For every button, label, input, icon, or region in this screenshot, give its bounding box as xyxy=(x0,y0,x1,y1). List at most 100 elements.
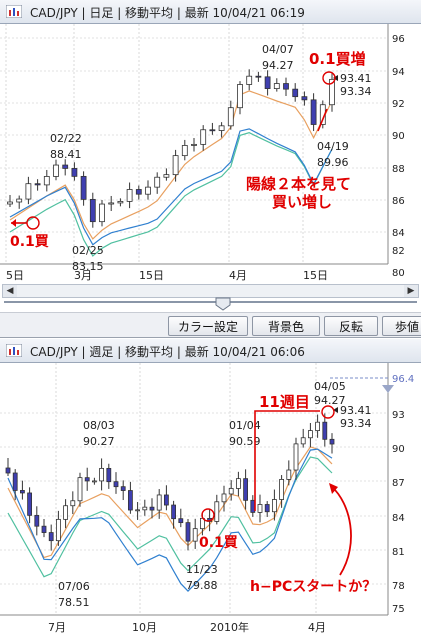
y-tick: 90 xyxy=(392,131,405,142)
candle-body xyxy=(12,472,18,491)
invert-button[interactable]: 反転 xyxy=(324,316,378,336)
last-price-b: 93.34 xyxy=(340,85,372,98)
y-tick: 96.4 xyxy=(392,374,414,385)
step-button[interactable]: 歩値 xyxy=(382,316,421,336)
high-value-label: 94.27 xyxy=(262,59,294,72)
buy-arrowhead xyxy=(11,219,16,227)
aug03-value-label: 90.27 xyxy=(83,435,115,448)
candle-body xyxy=(77,477,83,502)
candle-body xyxy=(108,202,115,205)
h-pc-start-note: h−PCスタートか？ xyxy=(250,579,376,595)
candle-body xyxy=(154,176,161,188)
eleven-weeks-note: 11週目 xyxy=(259,393,310,411)
candle-body xyxy=(135,189,142,195)
weekly-chart-title: CAD/JPY | 週足 | 移動平均 | 最新 10/04/21 06:06 xyxy=(30,345,305,359)
feb25-date-label: 02/25 xyxy=(72,244,104,257)
y-tick: 93 xyxy=(392,410,405,421)
candle-body xyxy=(113,481,119,488)
x-tick: 5日 xyxy=(6,269,24,282)
y-tick: 90 xyxy=(392,444,405,455)
jan04-date-label: 01/04 xyxy=(229,419,261,432)
scroll-right-icon[interactable]: ▶ xyxy=(404,285,418,297)
candle-body xyxy=(19,490,25,494)
candle-body xyxy=(235,478,241,489)
feb22-date-label: 02/22 xyxy=(50,132,82,145)
feb25-value-label: 83.15 xyxy=(72,260,104,273)
daily-chart-area[interactable]: 96 94 92 90 88 86 84 82 80 5日 3月 15日 4月 … xyxy=(0,24,421,284)
candle-body xyxy=(264,76,271,89)
jan04-value-label: 90.59 xyxy=(229,435,261,448)
candle-body xyxy=(200,129,207,145)
weekly-x-axis: 7月 10月 2010年 4月 xyxy=(48,620,326,634)
candle-body xyxy=(70,500,76,507)
y-tick: 94 xyxy=(392,67,405,78)
y-tick: 92 xyxy=(392,99,405,110)
candle-body xyxy=(178,518,184,524)
nov23-value-label: 79.88 xyxy=(186,579,218,592)
candle-body xyxy=(92,480,97,483)
scroll-left-icon[interactable]: ◀ xyxy=(3,285,17,297)
y-tick: 80 xyxy=(392,268,405,279)
candle-body xyxy=(279,479,285,500)
candle-body xyxy=(315,421,321,431)
candle-body xyxy=(99,467,104,482)
buy-increase-circle xyxy=(322,71,336,85)
y-tick: 84 xyxy=(392,513,405,524)
last-price-a: 93.41 xyxy=(340,404,372,417)
daily-horizontal-scrollbar[interactable]: ◀ ▶ xyxy=(2,284,419,298)
y-tick: 78 xyxy=(392,581,405,592)
color-settings-button[interactable]: カラー設定 xyxy=(168,316,248,336)
weekly-y-axis: 96.4 93 90 87 84 81 78 75 xyxy=(392,374,414,615)
last-price-a: 93.41 xyxy=(340,72,372,85)
weekly-chart-area[interactable]: 96.4 93 90 87 84 81 78 75 7月 10月 2010年 4… xyxy=(0,363,421,639)
daily-chart-panel: CAD/JPY | 日足 | 移動平均 | 最新 10/04/21 06:19 … xyxy=(0,0,421,312)
weekly-scroll-marker xyxy=(382,385,394,393)
y-tick: 88 xyxy=(392,164,405,175)
candle-body xyxy=(243,478,249,501)
candle-body xyxy=(329,438,335,445)
daily-chart-titlebar: CAD/JPY | 日足 | 移動平均 | 最新 10/04/21 06:19 xyxy=(0,0,421,24)
candle-body xyxy=(293,443,299,471)
candle-body xyxy=(145,186,151,195)
x-tick: 3月 xyxy=(74,269,92,282)
candle-body xyxy=(71,168,78,177)
candle-body xyxy=(209,129,216,132)
x-tick: 10月 xyxy=(132,621,157,634)
moving-average-line xyxy=(9,132,333,257)
zoom-slider-thumb[interactable] xyxy=(215,297,231,311)
y-tick: 81 xyxy=(392,547,405,558)
y-tick: 75 xyxy=(392,604,405,615)
h-pc-arrowhead xyxy=(329,483,338,494)
background-color-button[interactable]: 背景色 xyxy=(252,316,320,336)
daily-chart-title: CAD/JPY | 日足 | 移動平均 | 最新 10/04/21 06:19 xyxy=(30,6,305,20)
moving-average-line xyxy=(7,456,333,578)
zoom-slider[interactable] xyxy=(0,297,421,311)
buy-note: 0.1買 xyxy=(199,535,239,551)
candle-body xyxy=(99,203,105,223)
jul06-date-label: 07/06 xyxy=(58,580,90,593)
candle-body xyxy=(120,486,126,491)
candle-body xyxy=(221,493,227,503)
candle-body xyxy=(48,532,54,542)
candle-body xyxy=(89,198,96,223)
candle-body xyxy=(80,175,87,200)
candle-body xyxy=(34,183,41,186)
candle-body xyxy=(16,198,23,203)
candle-body xyxy=(149,506,155,511)
candle-body xyxy=(163,494,169,506)
candle-body xyxy=(156,494,162,511)
candle-body xyxy=(163,174,170,178)
candle-body xyxy=(135,509,141,512)
feb22-value-label: 88.41 xyxy=(50,148,82,161)
candle-body xyxy=(191,143,197,146)
candle-body xyxy=(34,514,40,527)
candle-body xyxy=(106,467,112,483)
candle-body xyxy=(300,437,306,445)
weekly-chart-titlebar: CAD/JPY | 週足 | 移動平均 | 最新 10/04/21 06:06 xyxy=(0,339,421,363)
buy-increase-arrow xyxy=(317,108,328,132)
candle-body xyxy=(237,84,243,109)
buy-increase-note: 0.1買増 xyxy=(309,50,366,68)
x-tick: 15日 xyxy=(303,269,328,282)
candle-body xyxy=(255,75,262,78)
candle-body xyxy=(185,522,191,542)
